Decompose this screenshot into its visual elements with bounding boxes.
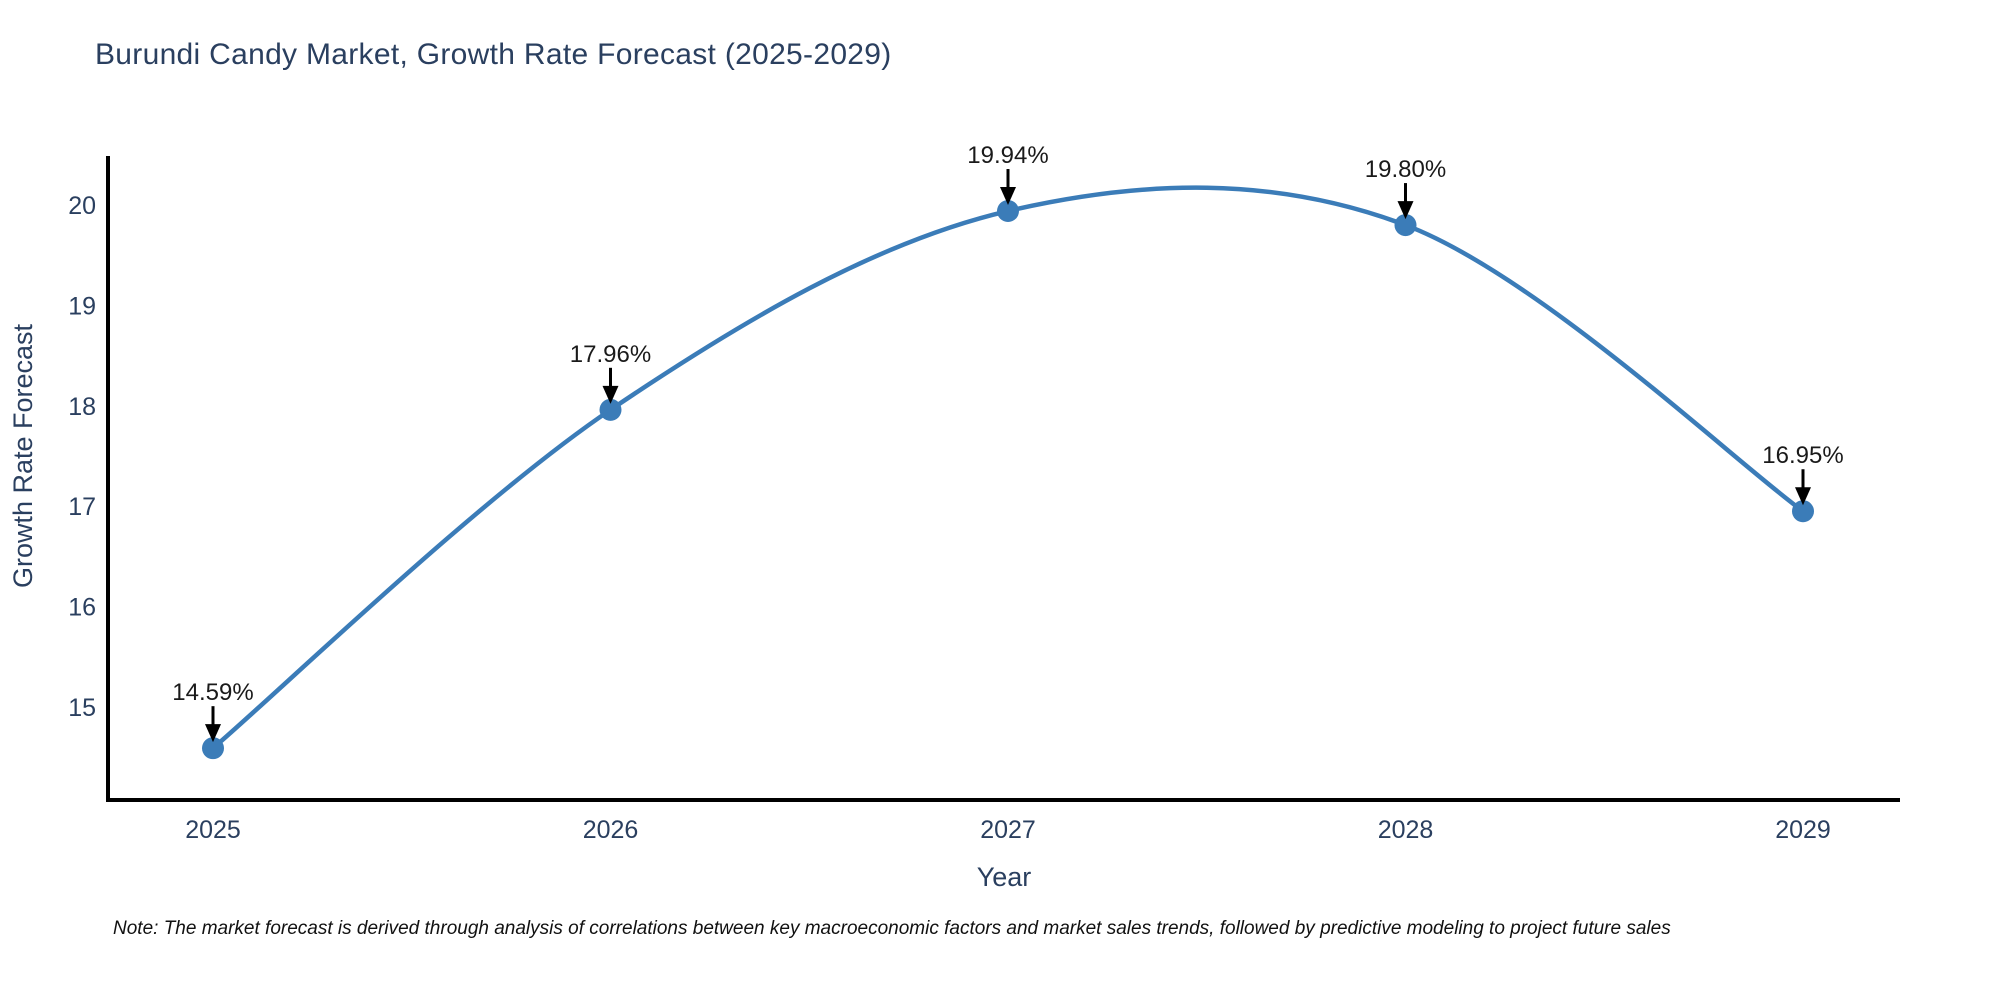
- annotation-arrowhead-icon: [1000, 187, 1016, 206]
- footnote: Note: The market forecast is derived thr…: [113, 918, 1671, 939]
- point-value-label: 16.95%: [1762, 442, 1843, 469]
- y-axis-title: Growth Rate Forecast: [8, 323, 38, 588]
- data-point-marker[interactable]: [1792, 500, 1814, 523]
- point-value-label: 14.59%: [172, 679, 253, 706]
- x-tick-label: 2025: [185, 816, 241, 844]
- data-point-marker[interactable]: [202, 737, 224, 760]
- annotation-arrowhead-icon: [1795, 487, 1811, 506]
- chart-title: Burundi Candy Market, Growth Rate Foreca…: [95, 38, 892, 71]
- forecast-line: [210, 185, 1806, 751]
- y-tick-label: 16: [68, 594, 96, 622]
- y-tick-label: 17: [68, 493, 96, 521]
- data-point-marker[interactable]: [599, 398, 622, 421]
- y-tick-label: 20: [68, 192, 96, 220]
- annotation-arrowhead-icon: [602, 385, 619, 404]
- annotation-arrowhead-icon: [205, 724, 221, 743]
- y-tick-label: 18: [68, 393, 96, 421]
- point-value-label: 19.94%: [967, 142, 1048, 169]
- y-tick-label: 15: [68, 694, 96, 722]
- data-point-marker[interactable]: [997, 200, 1019, 223]
- x-tick-label: 2028: [1378, 816, 1434, 844]
- data-point-marker[interactable]: [1394, 214, 1417, 237]
- x-axis-title: Year: [977, 862, 1032, 892]
- x-tick-label: 2026: [583, 816, 639, 844]
- annotation-arrowhead-icon: [1397, 201, 1414, 220]
- x-tick-label: 2027: [980, 816, 1036, 844]
- x-tick-label: 2029: [1775, 816, 1831, 844]
- y-tick-label: 19: [68, 292, 96, 320]
- point-value-label: 19.80%: [1365, 156, 1446, 183]
- point-value-label: 17.96%: [570, 341, 651, 368]
